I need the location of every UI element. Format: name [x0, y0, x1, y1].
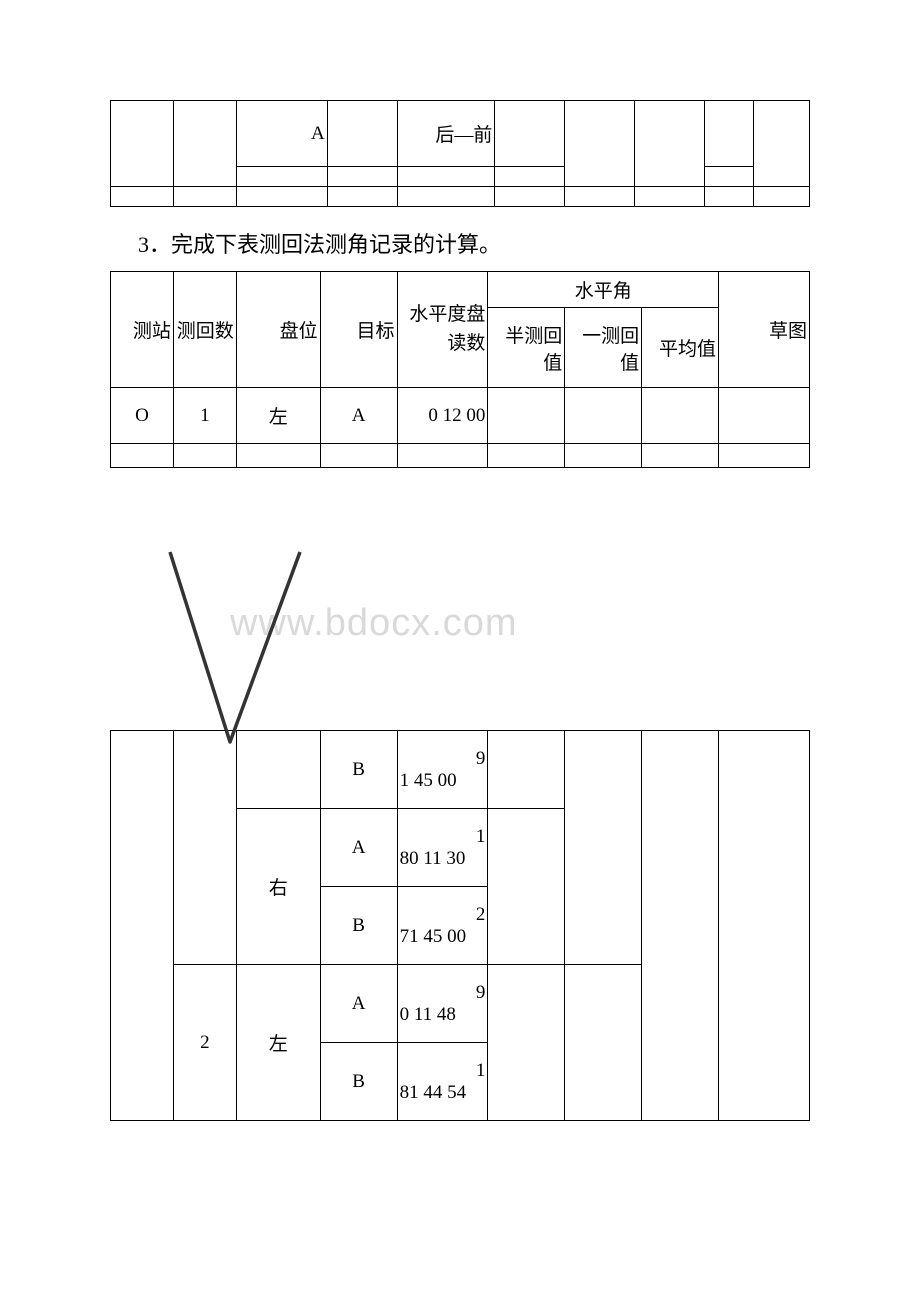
t3-pos-left2: 左: [236, 965, 320, 1121]
t3-target-B3: B: [320, 887, 397, 965]
t3-h2: [488, 809, 565, 965]
t1-c6: [495, 101, 565, 167]
t3-one1: [565, 731, 642, 965]
cell-round-1: 1: [173, 388, 236, 444]
t1-r2c5: [397, 167, 495, 187]
cell-pos-left: 左: [236, 388, 320, 444]
t1-r3c4: [327, 187, 397, 207]
t1-r3c2: [173, 187, 236, 207]
t1-r3c3: [236, 187, 327, 207]
t3-target-A4: A: [320, 965, 397, 1043]
t1-r3c1: [111, 187, 174, 207]
t3-read-3: 271 45 00: [397, 887, 488, 965]
hdr-sketch: 草图: [719, 272, 810, 388]
t3-pos-right: 右: [236, 809, 320, 965]
cell-b8: [642, 444, 719, 468]
t3-target-B1: B: [320, 731, 397, 809]
t3-station: [111, 731, 174, 1121]
cell-b1: [111, 444, 174, 468]
angle-record-table-bottom: B 91 45 00 右 A 180 11 30 B 271 45 00 2 左…: [110, 730, 810, 1121]
t1-r2c6: [495, 167, 565, 187]
cell-b5: [397, 444, 488, 468]
t3-round1: [173, 731, 236, 965]
cell-e4: [719, 388, 810, 444]
t1-c9: [705, 101, 754, 167]
t3-read-1: 91 45 00: [397, 731, 488, 809]
question-caption: 3．完成下表测回法测角记录的计算。: [138, 227, 810, 259]
t1-c2: [173, 101, 236, 187]
t1-c1: [111, 101, 174, 187]
t1-r3c7: [565, 187, 635, 207]
t1-c5: 后—前: [397, 101, 495, 167]
cell-b2: [173, 444, 236, 468]
cell-b4: [320, 444, 397, 468]
angle-record-table-top: 测站 测回数 盘位 目标 水平度盘 读数 水平角 草图 半测回值 一测回值 平均…: [110, 271, 810, 468]
t3-read-2: 180 11 30: [397, 809, 488, 887]
cell-b9: [719, 444, 810, 468]
t1-c4: [327, 101, 397, 167]
t3-read-4: 90 11 48: [397, 965, 488, 1043]
hdr-station: 测站: [111, 272, 174, 388]
cell-e2: [565, 388, 642, 444]
t1-r2c3: [236, 167, 327, 187]
hdr-pos: 盘位: [236, 272, 320, 388]
t1-r3c10: [754, 187, 810, 207]
hdr-target: 目标: [320, 272, 397, 388]
t3-h1: [488, 731, 565, 809]
t3-avg: [642, 731, 719, 1121]
cell-b6: [488, 444, 565, 468]
v-shape-icon: [160, 548, 320, 748]
t3-read-5: 181 44 54: [397, 1043, 488, 1121]
t1-c10: [754, 101, 810, 187]
hdr-round: 测回数: [173, 272, 236, 388]
cell-b7: [565, 444, 642, 468]
t3-h4: [488, 965, 565, 1121]
t1-r3c9: [705, 187, 754, 207]
t3-round2: 2: [173, 965, 236, 1121]
cell-b3: [236, 444, 320, 468]
t1-c7: [565, 101, 635, 187]
hdr-hangle: 水平角: [488, 272, 719, 308]
t1-r3c5: [397, 187, 495, 207]
t1-c8: [635, 101, 705, 187]
hdr-reading: 水平度盘 读数: [397, 272, 488, 388]
t1-r3c6: [495, 187, 565, 207]
t1-r2c4: [327, 167, 397, 187]
cell-target-A0: A: [320, 388, 397, 444]
hdr-one: 一测回值: [565, 308, 642, 388]
t3-target-B5: B: [320, 1043, 397, 1121]
t3-one2: [565, 965, 642, 1121]
cell-reading-0: 0 12 00: [397, 388, 488, 444]
t3-target-A2: A: [320, 809, 397, 887]
hdr-avg: 平均值: [642, 308, 719, 388]
t1-r2c9: [705, 167, 754, 187]
cell-station-O: O: [111, 388, 174, 444]
cell-e1: [488, 388, 565, 444]
cell-e3: [642, 388, 719, 444]
t1-c3: A: [236, 101, 327, 167]
t1-r3c8: [635, 187, 705, 207]
table-fragment-top: A 后—前: [110, 100, 810, 207]
t3-sketch: [719, 731, 810, 1121]
